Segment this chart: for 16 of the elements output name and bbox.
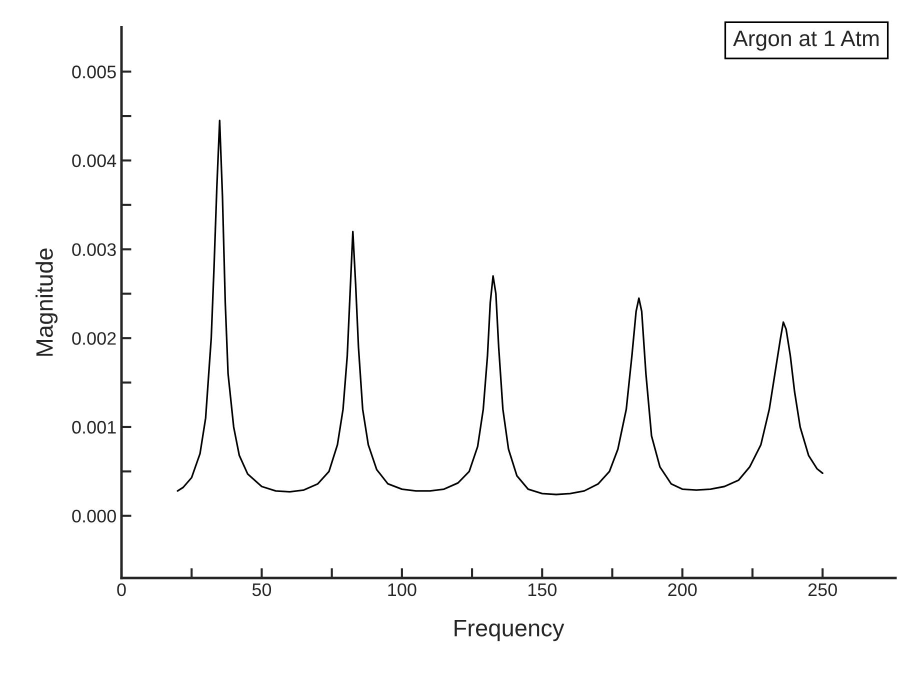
- x-axis-title: Frequency: [454, 620, 564, 642]
- y-axis-title: Magnitude: [36, 248, 58, 356]
- x-tick-label: 100: [388, 583, 416, 596]
- y-tick-label: 0.000: [72, 510, 116, 523]
- y-tick-label: 0.005: [72, 66, 116, 78]
- x-tick-label: 150: [528, 583, 557, 596]
- x-tick-label: 250: [808, 583, 837, 596]
- y-tick-label: 0.003: [72, 243, 116, 256]
- line-series: [176, 120, 824, 496]
- y-tick-label: 0.001: [72, 420, 116, 434]
- x-tick-label: 50: [252, 583, 272, 596]
- x-tick-label: 0: [117, 583, 126, 596]
- y-tick-label: 0.002: [72, 332, 116, 345]
- x-tick-label: 200: [668, 583, 697, 596]
- annotation: Argon at 1 Atm: [733, 30, 879, 51]
- y-tick-label: 0.004: [72, 154, 116, 168]
